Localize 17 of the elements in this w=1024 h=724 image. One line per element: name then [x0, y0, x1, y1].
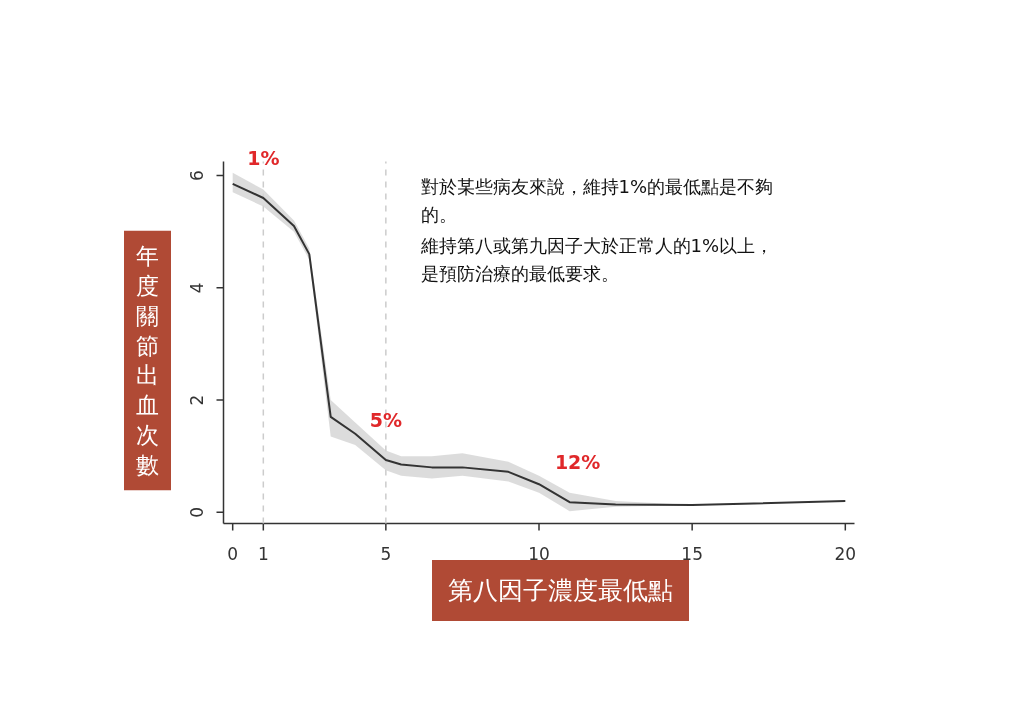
- y-tick-label: 2: [187, 394, 207, 406]
- y-tick-label: 4: [187, 282, 207, 294]
- ref-line-label: 5%: [369, 409, 402, 432]
- x-tick-label: 20: [834, 544, 857, 564]
- y-tick-label: 0: [187, 506, 207, 518]
- x-axis-title: 第八因子濃度最低點: [448, 576, 673, 605]
- y-tick-label: 6: [187, 170, 207, 181]
- x-tick-label: 0: [227, 544, 239, 564]
- ref-line-label: 1%: [247, 146, 280, 169]
- x-tick-label: 5: [380, 544, 392, 564]
- y-axis-title: 年度關節出血次數: [136, 242, 159, 479]
- annotation: 維持第八或第九因子大於正常人的1%以上，是預防治療的最低要求。: [419, 234, 774, 284]
- x-tick-label: 10: [528, 544, 550, 564]
- annotation: 對於某些病友來說，維持1%的最低點是不夠的。: [420, 175, 774, 225]
- annotation: 12%: [554, 451, 601, 474]
- x-tick-label: 15: [681, 544, 703, 564]
- x-tick-label: 1: [257, 544, 269, 564]
